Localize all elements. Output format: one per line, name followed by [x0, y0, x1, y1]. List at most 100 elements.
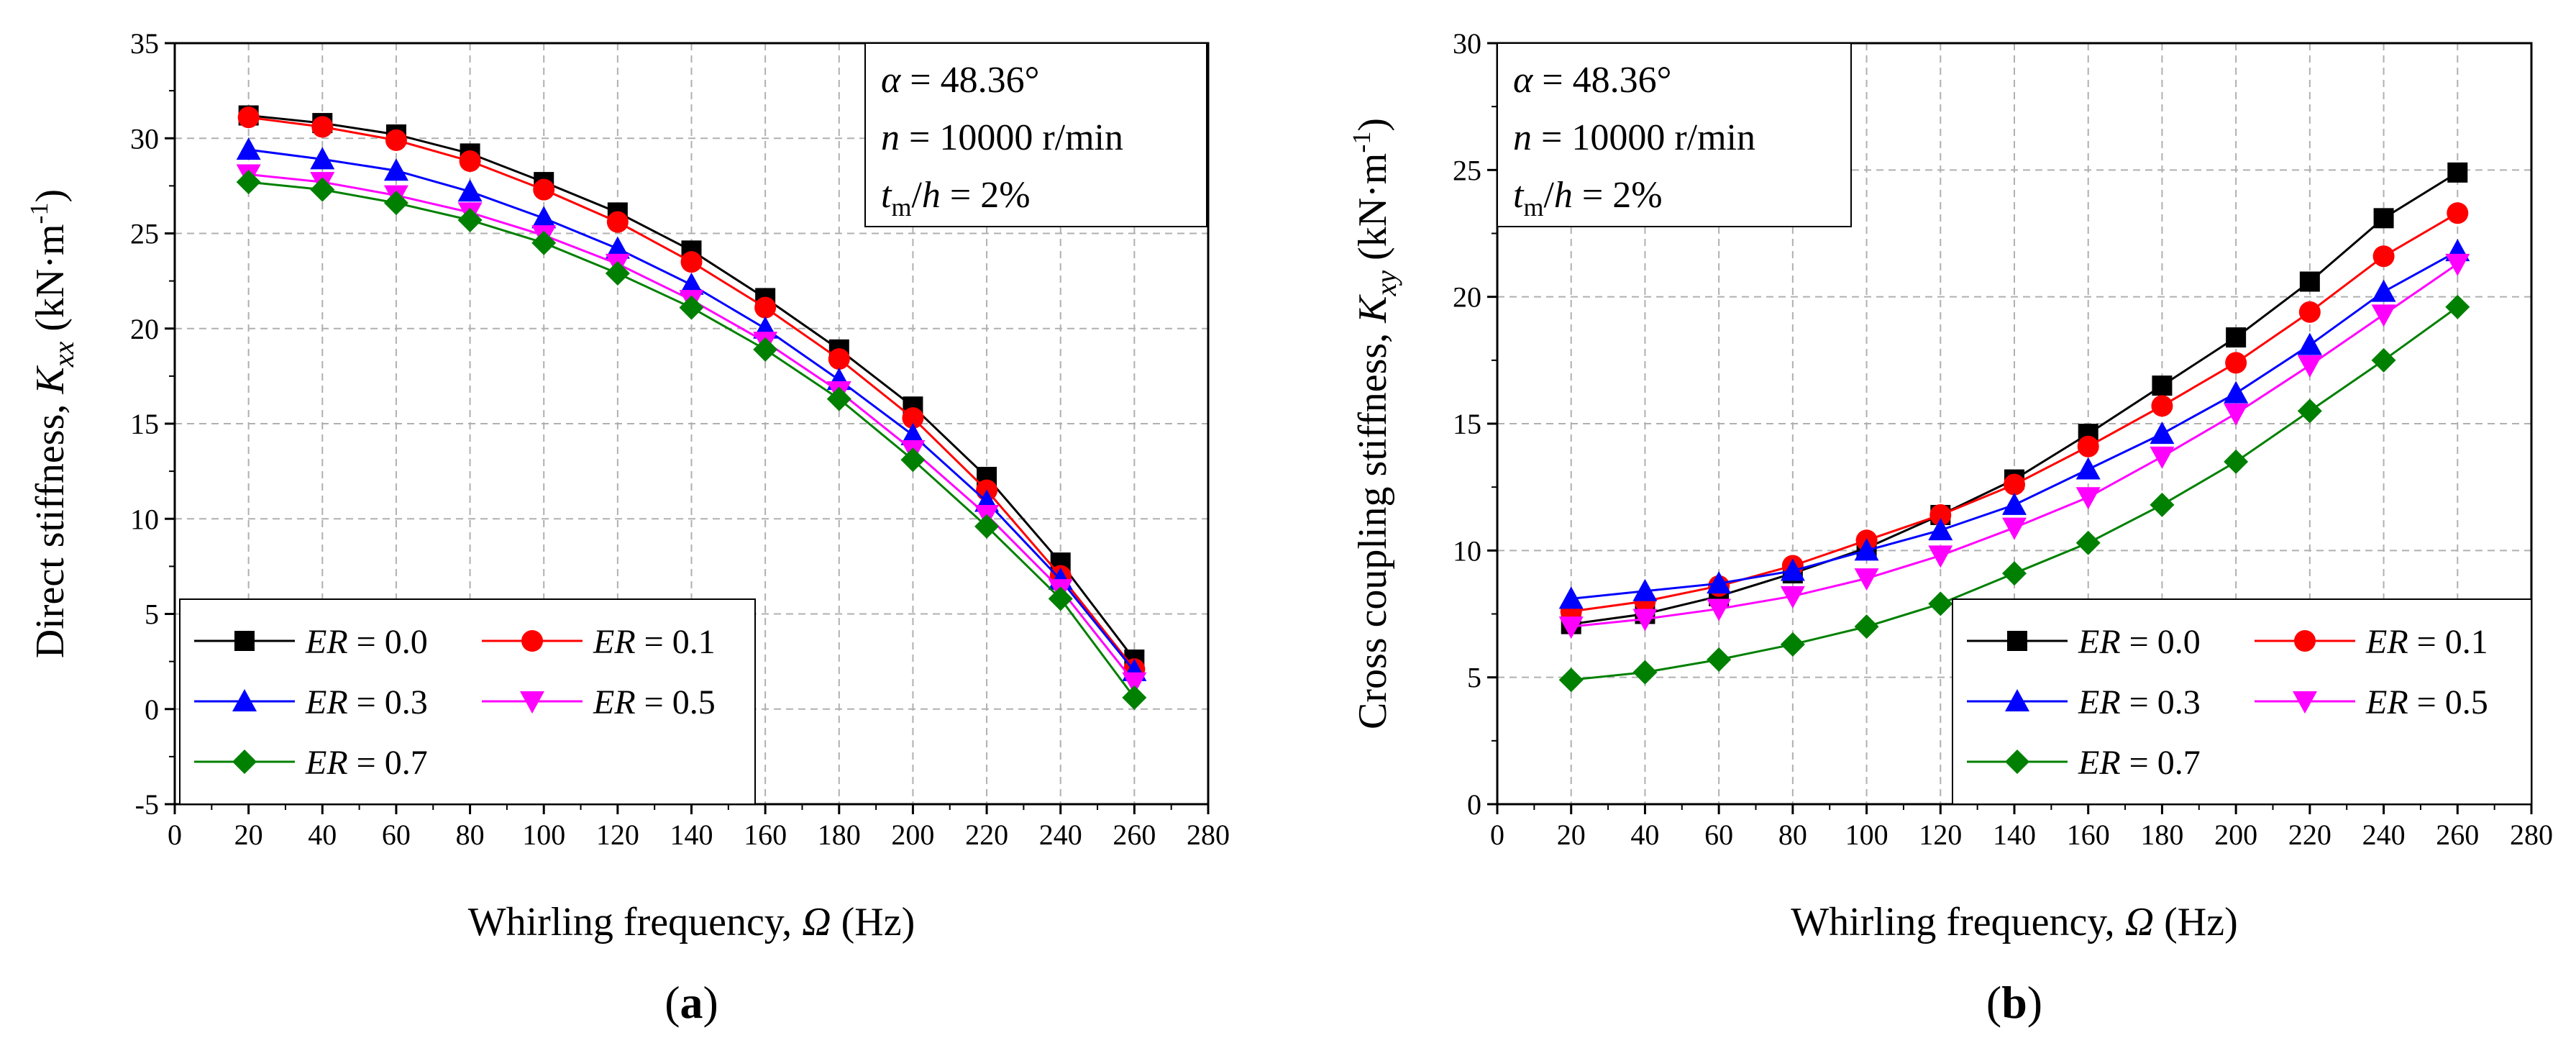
y-tick-label: 25 [130, 218, 159, 250]
x-ticks: 0 20 40 60 80 100 120 140 160 180 200 220 240 260 280 [168, 804, 1230, 851]
data-point [1929, 504, 1952, 526]
data-point [2297, 332, 2322, 355]
data-point [605, 261, 630, 286]
legend-label: ER = 0.3 [2078, 683, 2201, 721]
legend-label: ER = 0.0 [305, 623, 428, 661]
x-ticks: 0 20 40 60 80 100 120 140 160 180 200 220 240 260 280 [1490, 804, 2553, 851]
legend-entry: ER = 0.5 [482, 683, 716, 721]
data-point [459, 150, 481, 172]
data-point [826, 386, 851, 411]
legend-marker [232, 689, 257, 711]
data-point [2075, 487, 2101, 510]
data-point [1780, 586, 1805, 609]
x-tick-label: 40 [1630, 819, 1659, 851]
data-point [2002, 561, 2027, 586]
y-tick-label: 0 [1467, 788, 1481, 821]
data-point [2372, 245, 2395, 268]
legend-entry: ER = 0.1 [482, 623, 716, 661]
legend-marker [234, 631, 255, 651]
data-point [1928, 545, 1953, 568]
data-point [2150, 492, 2175, 517]
data-point [1048, 586, 1073, 611]
data-point [1854, 538, 1879, 561]
x-tick-label: 0 [168, 819, 182, 851]
y-ticks: 0 5 10 15 20 25 30 [1453, 27, 1497, 821]
data-point [1780, 632, 1805, 657]
x-tick-label: 20 [1557, 819, 1586, 851]
data-point [2224, 381, 2249, 404]
data-point [900, 447, 926, 473]
x-tick-label: 240 [2362, 819, 2406, 851]
x-tick-label: 240 [1039, 819, 1082, 851]
data-point [2447, 202, 2469, 224]
annotation-alpha: α = 48.36° [881, 60, 1039, 101]
legend-entry: ER = 0.3 [1967, 683, 2201, 721]
data-point [2002, 492, 2027, 515]
x-tick-label: 280 [1187, 819, 1230, 851]
data-point [2075, 457, 2101, 480]
annotation-thickness: tm/h = 2% [1513, 175, 1663, 222]
x-tick-label: 60 [1704, 819, 1733, 851]
x-tick-label: 220 [2288, 819, 2331, 851]
data-point [310, 177, 335, 202]
x-axis-title: Whirling frequency, Ω (Hz) [1791, 900, 2238, 944]
legend-label: ER = 0.7 [2078, 744, 2201, 782]
x-tick-label: 0 [1490, 819, 1504, 851]
panel-label-a: (a) [664, 977, 718, 1028]
data-point [1780, 558, 1805, 581]
y-tick-label: 10 [130, 503, 159, 535]
legend-marker [521, 630, 543, 652]
data-point [531, 230, 557, 255]
legend-label: ER = 0.1 [593, 623, 716, 661]
legend-entry: ER = 0.7 [194, 744, 428, 782]
data-point [828, 348, 850, 370]
annotation-box: α = 48.36° n = 10000 r/min tm/h = 2% [864, 42, 1207, 227]
data-point [1122, 685, 1147, 710]
y-tick-label: 15 [1453, 408, 1481, 440]
data-point [1558, 586, 1584, 609]
data-point [1707, 571, 1732, 594]
data-point [1854, 614, 1879, 639]
annotation-speed: n = 10000 r/min [881, 117, 1123, 158]
x-tick-label: 180 [2140, 819, 2183, 851]
data-point [1707, 598, 1732, 621]
series-ER-0-5 [1558, 253, 2470, 639]
data-point [2150, 422, 2175, 445]
data-point [680, 251, 703, 273]
legend-label: ER = 0.7 [305, 744, 428, 782]
data-point [679, 272, 704, 295]
x-tick-label: 20 [234, 819, 263, 851]
y-tick-label: 35 [130, 27, 159, 60]
data-point [2447, 162, 2468, 183]
data-point [1928, 518, 1953, 541]
series-ER-0-7 [1558, 294, 2470, 693]
data-point [1632, 660, 1658, 685]
x-tick-label: 100 [1845, 819, 1888, 851]
legend-marker [520, 691, 544, 714]
x-tick-label: 180 [818, 819, 861, 851]
legend-label: ER = 0.5 [2365, 683, 2488, 721]
data-point [2225, 352, 2247, 374]
data-point [236, 170, 261, 195]
annotation-box: α = 48.36° n = 10000 r/min tm/h = 2% [1497, 42, 1852, 227]
data-point [2224, 403, 2249, 426]
legend-marker [2293, 691, 2317, 714]
x-tick-label: 160 [2067, 819, 2110, 851]
y-axis-title: Cross coupling stiffness, Kxy (kN·m-1) [1347, 118, 1402, 729]
x-tick-label: 260 [2436, 819, 2479, 851]
legend-entry: ER = 0.0 [194, 623, 428, 661]
x-tick-label: 120 [1919, 819, 1962, 851]
data-point [2077, 435, 2099, 457]
y-tick-label: 30 [130, 122, 159, 155]
x-tick-label: 200 [891, 819, 934, 851]
y-tick-label: 20 [130, 313, 159, 345]
data-point [2150, 446, 2175, 469]
y-axis-title: Direct stiffness, Kxx (kN·m-1) [24, 189, 80, 658]
data-point [753, 337, 778, 362]
x-tick-label: 80 [1778, 819, 1807, 851]
series-ER-0-7 [236, 170, 1147, 710]
x-axis-title: Whirling frequency, Ω (Hz) [468, 900, 915, 944]
data-point [2299, 271, 2320, 292]
legend-marker [2005, 689, 2029, 711]
legend-marker [2007, 631, 2027, 651]
